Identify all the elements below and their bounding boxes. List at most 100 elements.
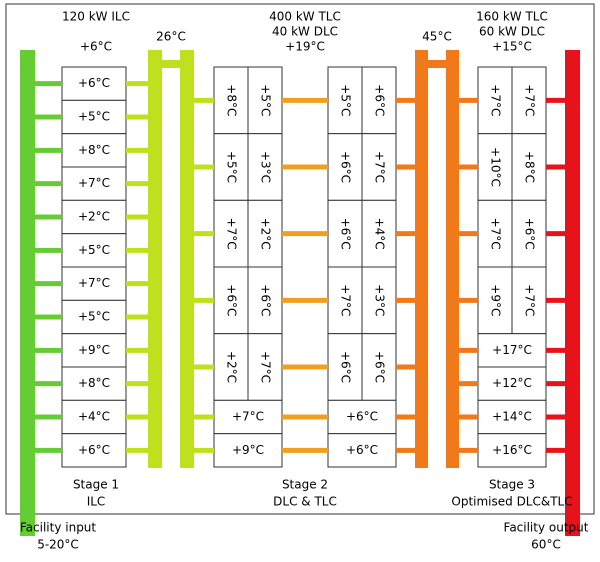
cell-temp: +5°C (225, 151, 239, 183)
cell (213, 133, 249, 201)
cell-temp: +17°C (492, 343, 532, 357)
power-label: 160 kW TLC (476, 10, 548, 24)
cell-temp: +2°C (259, 218, 273, 250)
stage-title: Stage 2 (282, 478, 328, 492)
cell-temp: +6°C (339, 151, 353, 183)
cell (361, 333, 397, 401)
stage-subtitle: ILC (87, 495, 106, 509)
cell-temp: +6°C (78, 443, 110, 457)
supply-temp: +6°C (80, 40, 112, 54)
cell (213, 433, 283, 468)
cell-temp: +6°C (346, 443, 378, 457)
cell-temp: +7°C (78, 176, 110, 190)
cell-temp: +4°C (78, 410, 110, 424)
output-label: Facility output (504, 521, 589, 535)
cell-temp: +9°C (489, 284, 503, 316)
input-label: Facility input (20, 521, 97, 535)
cell (213, 333, 249, 401)
cell-temp: +6°C (373, 351, 387, 383)
power-label: 60 kW DLC (479, 25, 545, 39)
manifold-bar (148, 50, 162, 468)
cell (477, 333, 547, 368)
cell-temp: +7°C (259, 351, 273, 383)
cell-temp: +8°C (78, 376, 110, 390)
cell (61, 399, 127, 435)
cell (477, 199, 513, 268)
cell-temp: +8°C (78, 143, 110, 157)
cell-temp: +6°C (346, 410, 378, 424)
stage-subtitle: Optimised DLC&TLC (451, 495, 572, 509)
stage-title: Stage 1 (73, 478, 119, 492)
cell-temp: +6°C (339, 351, 353, 383)
input-range: 5-20°C (37, 538, 79, 552)
power-label: 40 kW DLC (272, 25, 338, 39)
cell-temp: +2°C (78, 210, 110, 224)
frame (5, 3, 595, 515)
cell-temp: +7°C (489, 218, 503, 250)
cell-temp: +3°C (259, 151, 273, 183)
cell (327, 199, 363, 268)
cell (213, 266, 249, 335)
cell-temp: +8°C (225, 84, 239, 116)
cell-temp: +16°C (492, 443, 532, 457)
cell (61, 99, 127, 135)
power-label: 120 kW ILC (62, 10, 130, 24)
cell-temp: +7°C (373, 151, 387, 183)
cell-temp: +6°C (339, 218, 353, 250)
cell-temp: +10°C (489, 147, 503, 187)
manifold-bar (415, 50, 428, 468)
cell-temp: +4°C (373, 218, 387, 250)
cell-temp: +7°C (523, 84, 537, 116)
cell-temp: +7°C (523, 284, 537, 316)
cell (213, 66, 249, 135)
cell-temp: +5°C (78, 243, 110, 257)
manifold-link (428, 60, 446, 68)
input-bar (20, 50, 35, 536)
output-bar (565, 50, 580, 536)
cell-temp: +5°C (78, 310, 110, 324)
cell-temp: +6°C (259, 284, 273, 316)
supply-temp: +15°C (492, 40, 532, 54)
cell-temp: +7°C (225, 218, 239, 250)
cell-temp: +12°C (492, 376, 532, 390)
cell (327, 433, 397, 468)
cell-temp: +6°C (225, 284, 239, 316)
cell-temp: +7°C (78, 276, 110, 290)
bars (20, 50, 580, 536)
stage-title: Stage 3 (489, 478, 535, 492)
stage-subtitle: DLC & TLC (273, 495, 337, 509)
cell-temp: +9°C (232, 443, 264, 457)
cell-temp: +6°C (78, 76, 110, 90)
cell-temp: +7°C (489, 84, 503, 116)
cell (327, 399, 397, 435)
cell-temp: +5°C (339, 84, 353, 116)
cell-temp: +8°C (523, 151, 537, 183)
cell-temp: +14°C (492, 410, 532, 424)
cell (247, 133, 283, 201)
cell-temp: +5°C (78, 110, 110, 124)
cell (511, 133, 547, 201)
cell (361, 133, 397, 201)
cell-temp: +6°C (523, 218, 537, 250)
cell (511, 266, 547, 335)
cell (511, 199, 547, 268)
cell (61, 333, 127, 368)
cell-temp: +9°C (78, 343, 110, 357)
cell (247, 66, 283, 135)
cell (247, 333, 283, 401)
manifold-temp: 45°C (422, 30, 452, 44)
cell-temp: +3°C (373, 284, 387, 316)
manifold-temp: 26°C (156, 30, 186, 44)
manifold-bar (180, 50, 194, 468)
power-label: 400 kW TLC (269, 10, 341, 24)
cell-temp: +7°C (232, 410, 264, 424)
cell-temp: +7°C (339, 284, 353, 316)
cell-temp: +2°C (225, 351, 239, 383)
cell (477, 366, 547, 401)
cell (213, 399, 283, 435)
manifold-bar (446, 50, 459, 468)
cell-temp: +5°C (259, 84, 273, 116)
cell-temp: +6°C (373, 84, 387, 116)
cell (511, 66, 547, 135)
